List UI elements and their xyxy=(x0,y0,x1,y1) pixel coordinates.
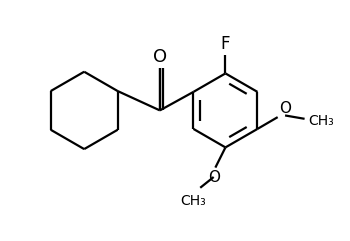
Text: F: F xyxy=(221,35,230,53)
Text: O: O xyxy=(279,101,291,116)
Text: O: O xyxy=(208,170,220,185)
Text: O: O xyxy=(153,48,167,66)
Text: CH₃: CH₃ xyxy=(181,194,206,208)
Text: CH₃: CH₃ xyxy=(308,114,334,127)
